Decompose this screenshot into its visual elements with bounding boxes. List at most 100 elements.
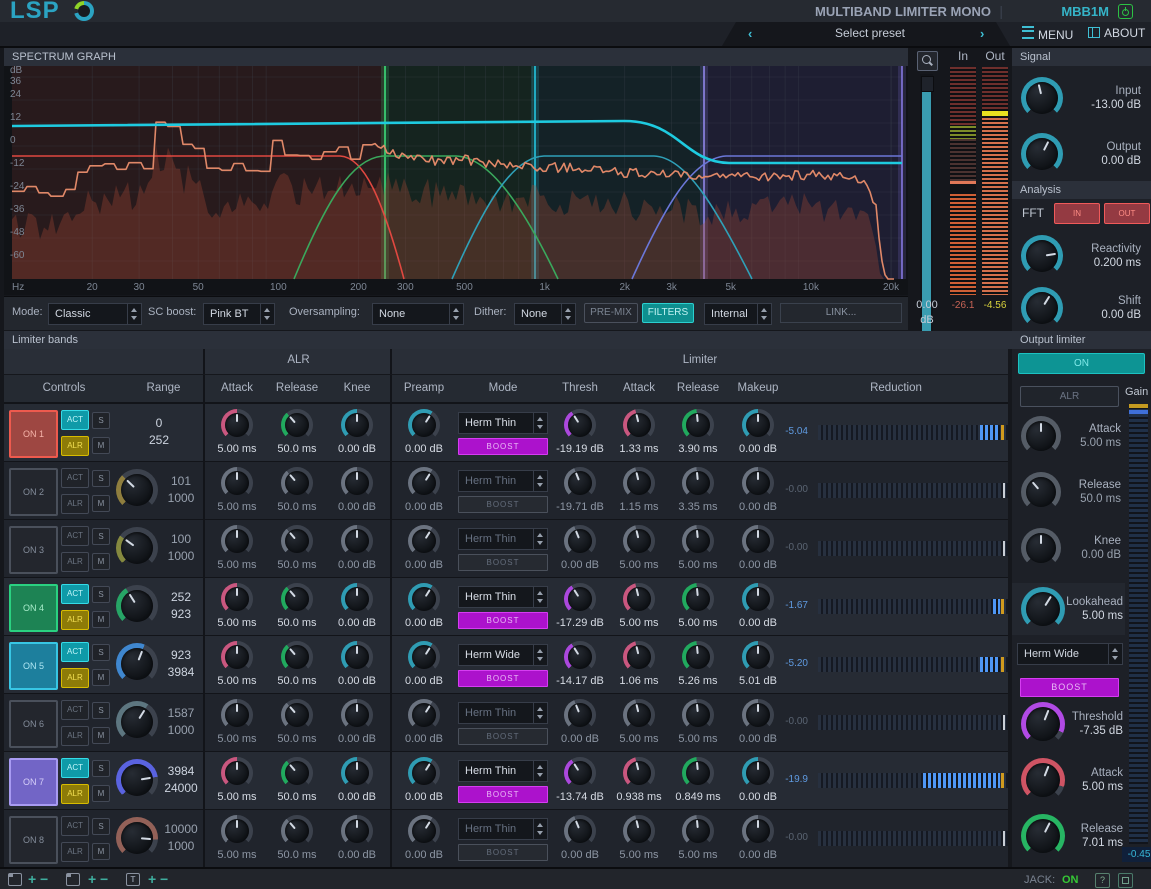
band-1-mode-select[interactable]: Herm Thin bbox=[458, 412, 548, 434]
input-gain-knob[interactable] bbox=[1021, 77, 1063, 119]
band-3-mode-select[interactable]: Herm Thin bbox=[458, 528, 548, 550]
band-8-mode-select[interactable]: Herm Thin bbox=[458, 818, 548, 840]
ol-attack2-value[interactable]: 5.00 ms bbox=[1065, 781, 1123, 793]
band-5-thresh-knob[interactable] bbox=[564, 641, 596, 673]
band-5-alr-knee-value[interactable]: 0.00 dB bbox=[327, 675, 387, 687]
band-5-preamp-knob[interactable] bbox=[408, 641, 440, 673]
band-2-lim-release-value[interactable]: 3.35 ms bbox=[668, 501, 728, 513]
band-1-preamp-value[interactable]: 0.00 dB bbox=[394, 443, 454, 455]
output-limiter-on-button[interactable]: ON bbox=[1018, 353, 1145, 374]
band-7-thresh-value[interactable]: -13.74 dB bbox=[550, 791, 610, 803]
band-5-thresh-value[interactable]: -14.17 dB bbox=[550, 675, 610, 687]
text-plus-button[interactable]: + bbox=[148, 871, 156, 887]
preset-selector[interactable]: Select preset bbox=[760, 26, 980, 40]
band-8-makeup-value[interactable]: 0.00 dB bbox=[728, 849, 788, 861]
band-8-alr-release-knob[interactable] bbox=[281, 815, 313, 847]
band-3-makeup-value[interactable]: 0.00 dB bbox=[728, 559, 788, 571]
band-1-on-button[interactable]: ON 1 bbox=[9, 410, 58, 458]
band-4-lim-attack-value[interactable]: 5.00 ms bbox=[609, 617, 669, 629]
band-7-boost-button[interactable]: BOOST bbox=[458, 786, 548, 803]
band-5-m-button[interactable]: M bbox=[92, 669, 110, 686]
band-2-lim-attack-knob[interactable] bbox=[623, 467, 655, 499]
band-1-act-button[interactable]: ACT bbox=[61, 410, 89, 430]
band-5-lim-attack-value[interactable]: 1.06 ms bbox=[609, 675, 669, 687]
resize-icon[interactable] bbox=[1118, 873, 1133, 888]
band-3-preamp-knob[interactable] bbox=[408, 525, 440, 557]
band-5-makeup-value[interactable]: 5.01 dB bbox=[728, 675, 788, 687]
band-8-lim-release-knob[interactable] bbox=[682, 815, 714, 847]
band-3-lim-release-value[interactable]: 5.00 ms bbox=[668, 559, 728, 571]
band-5-alr-button[interactable]: ALR bbox=[61, 668, 89, 688]
band-3-alr-button[interactable]: ALR bbox=[61, 552, 89, 572]
band-1-lim-attack-value[interactable]: 1.33 ms bbox=[609, 443, 669, 455]
band-3-lim-attack-knob[interactable] bbox=[623, 525, 655, 557]
band-5-on-button[interactable]: ON 5 bbox=[9, 642, 58, 690]
output-limiter-alr-button[interactable]: ALR bbox=[1020, 386, 1119, 407]
sc-boost-select[interactable]: Pink BT bbox=[203, 303, 275, 325]
band-3-alr-attack-value[interactable]: 5.00 ms bbox=[207, 559, 267, 571]
band-5-lim-release-knob[interactable] bbox=[682, 641, 714, 673]
band-5-preamp-value[interactable]: 0.00 dB bbox=[394, 675, 454, 687]
band-3-lim-release-knob[interactable] bbox=[682, 525, 714, 557]
band-4-act-button[interactable]: ACT bbox=[61, 584, 89, 604]
band-6-s-button[interactable]: S bbox=[92, 702, 110, 719]
band-6-lim-release-value[interactable]: 5.00 ms bbox=[668, 733, 728, 745]
band-8-alr-knee-knob[interactable] bbox=[341, 815, 373, 847]
band-1-s-button[interactable]: S bbox=[92, 412, 110, 429]
ol-release2-value[interactable]: 7.01 ms bbox=[1065, 837, 1123, 849]
band-7-m-button[interactable]: M bbox=[92, 785, 110, 802]
menu-button[interactable]: MENU bbox=[1022, 26, 1073, 42]
band-2-makeup-value[interactable]: 0.00 dB bbox=[728, 501, 788, 513]
reactivity-knob[interactable] bbox=[1021, 235, 1063, 277]
ol-knee-value[interactable]: 0.00 dB bbox=[1061, 549, 1121, 561]
band-6-split-freq-knob[interactable] bbox=[116, 701, 158, 743]
band-7-lim-release-knob[interactable] bbox=[682, 757, 714, 789]
preset-prev-button[interactable]: ‹ bbox=[748, 26, 752, 41]
band-8-lim-attack-value[interactable]: 5.00 ms bbox=[609, 849, 669, 861]
band-6-preamp-value[interactable]: 0.00 dB bbox=[394, 733, 454, 745]
band-3-alr-attack-knob[interactable] bbox=[221, 525, 253, 557]
band-3-alr-knee-knob[interactable] bbox=[341, 525, 373, 557]
band-2-preamp-value[interactable]: 0.00 dB bbox=[394, 501, 454, 513]
band-4-s-button[interactable]: S bbox=[92, 586, 110, 603]
band-5-alr-attack-value[interactable]: 5.00 ms bbox=[207, 675, 267, 687]
band-4-lim-attack-knob[interactable] bbox=[623, 583, 655, 615]
band-8-alr-knee-value[interactable]: 0.00 dB bbox=[327, 849, 387, 861]
band-1-m-button[interactable]: M bbox=[92, 437, 110, 454]
fader-handle[interactable] bbox=[921, 76, 934, 92]
band-1-lim-release-knob[interactable] bbox=[682, 409, 714, 441]
power-icon[interactable] bbox=[1118, 4, 1133, 19]
dither-select[interactable]: None bbox=[514, 303, 576, 325]
band-3-boost-button[interactable]: BOOST bbox=[458, 554, 548, 571]
band-8-range[interactable]: 100001000 bbox=[160, 821, 202, 855]
band-6-act-button[interactable]: ACT bbox=[61, 700, 89, 720]
band-2-alr-knee-value[interactable]: 0.00 dB bbox=[327, 501, 387, 513]
band-4-alr-knee-knob[interactable] bbox=[341, 583, 373, 615]
mode-select[interactable]: Classic bbox=[48, 303, 142, 325]
band-7-preamp-knob[interactable] bbox=[408, 757, 440, 789]
band-3-lim-attack-value[interactable]: 5.00 ms bbox=[609, 559, 669, 571]
band-6-lim-attack-knob[interactable] bbox=[623, 699, 655, 731]
ol-threshold-knob[interactable] bbox=[1021, 702, 1065, 746]
scale2-minus-button[interactable]: − bbox=[100, 871, 108, 887]
fft-in-button[interactable]: IN bbox=[1054, 203, 1100, 224]
band-1-makeup-value[interactable]: 0.00 dB bbox=[728, 443, 788, 455]
band-6-on-button[interactable]: ON 6 bbox=[9, 700, 58, 748]
band-4-mode-select[interactable]: Herm Thin bbox=[458, 586, 548, 608]
band-2-alr-knee-knob[interactable] bbox=[341, 467, 373, 499]
band-6-alr-release-knob[interactable] bbox=[281, 699, 313, 731]
band-3-on-button[interactable]: ON 3 bbox=[9, 526, 58, 574]
band-1-alr-button[interactable]: ALR bbox=[61, 436, 89, 456]
band-3-act-button[interactable]: ACT bbox=[61, 526, 89, 546]
ol-attack-value[interactable]: 5.00 ms bbox=[1061, 437, 1121, 449]
band-4-alr-knee-value[interactable]: 0.00 dB bbox=[327, 617, 387, 629]
band-2-alr-button[interactable]: ALR bbox=[61, 494, 89, 514]
band-2-on-button[interactable]: ON 2 bbox=[9, 468, 58, 516]
band-6-range[interactable]: 15871000 bbox=[160, 705, 202, 739]
band-6-m-button[interactable]: M bbox=[92, 727, 110, 744]
band-4-split-freq-knob[interactable] bbox=[116, 585, 158, 627]
fft-out-button[interactable]: OUT bbox=[1104, 203, 1150, 224]
band-2-preamp-knob[interactable] bbox=[408, 467, 440, 499]
band-1-range[interactable]: 0252 bbox=[116, 415, 202, 449]
band-4-alr-release-knob[interactable] bbox=[281, 583, 313, 615]
